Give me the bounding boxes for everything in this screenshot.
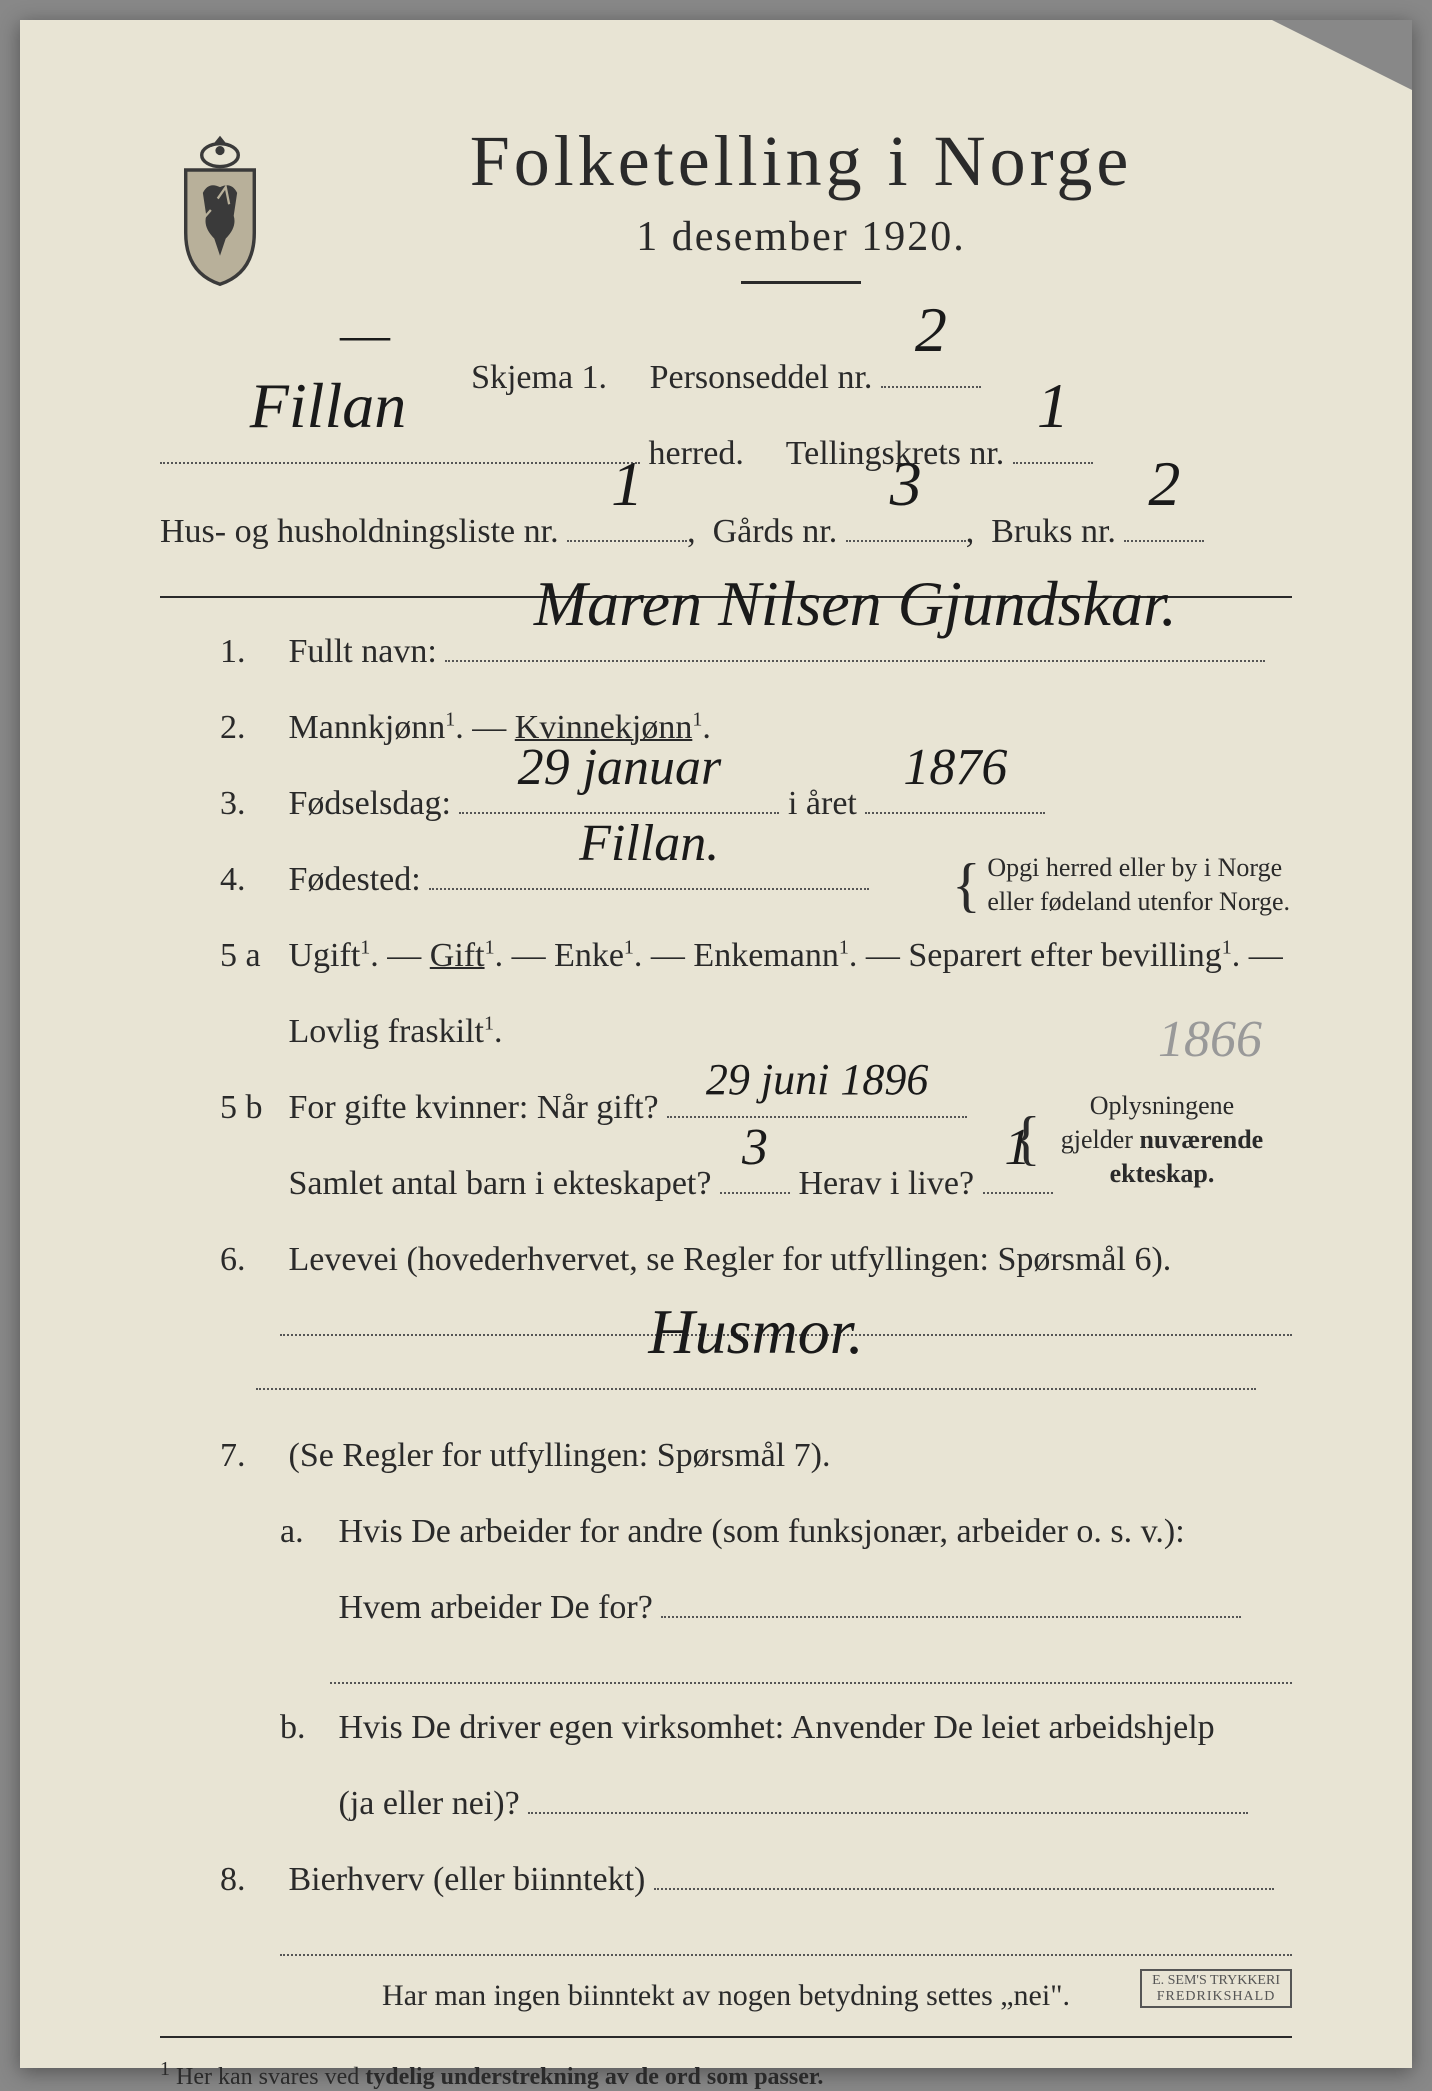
q3-year: 1876 xyxy=(903,716,1007,820)
q7b-label: b. xyxy=(280,1694,330,1762)
footnote-num: 1 xyxy=(160,2058,170,2080)
q3-year-label: i året xyxy=(788,785,857,822)
q5b-label2: Samlet antal barn i ekteskapet? xyxy=(289,1165,712,1202)
q7a-label: a. xyxy=(280,1498,330,1566)
gards-nr: 3 xyxy=(890,420,922,548)
q1-num: 1. xyxy=(220,618,280,686)
footnote-text: Her kan svares ved xyxy=(176,2064,365,2090)
subtitle: 1 desember 1920. xyxy=(310,213,1292,261)
page-corner-cut xyxy=(1272,20,1412,90)
q4-num: 4. xyxy=(220,846,280,914)
q7a-line2: Hvem arbeider De for? xyxy=(160,1574,1292,1642)
q7-line: 7. (Se Regler for utfyllingen: Spørsmål … xyxy=(160,1422,1292,1490)
q1-line: 1. Fullt navn: Maren Nilsen Gjundskar. xyxy=(160,618,1292,686)
q8-num: 8. xyxy=(220,1846,280,1914)
q5a-num: 5 a xyxy=(220,922,280,990)
bruks-nr: 2 xyxy=(1148,420,1180,548)
q5a-enke: Enke xyxy=(554,937,624,974)
q5b-num: 5 b xyxy=(220,1074,280,1142)
q7a-text2: Hvem arbeider De for? xyxy=(339,1589,653,1626)
footnote-bold: tydelig understrekning av de ord som pas… xyxy=(365,2064,823,2090)
document-page: Folketelling i Norge 1 desember 1920. — … xyxy=(20,20,1412,2068)
q5b-line2: Samlet antal barn i ekteskapet? 3 Herav … xyxy=(160,1150,1292,1218)
q2-line: 2. Mannkjønn1. — Kvinnekjønn1. xyxy=(160,694,1292,762)
printer-stamp: E. SEM'S TRYKKERI FREDRIKSHALD xyxy=(1140,1969,1292,2008)
q5a-line1: 5 a Ugift1. — Gift1. — Enke1. — Enkemann… xyxy=(160,922,1292,990)
title-divider xyxy=(741,281,861,284)
q7b-line2: (ja eller nei)? xyxy=(160,1770,1292,1838)
q5b-gift-date: 29 juni 1896 xyxy=(706,1036,928,1124)
q8-label: Bierhverv (eller biinntekt) xyxy=(289,1861,646,1898)
q6-num: 6. xyxy=(220,1226,280,1294)
q7b-text2: (ja eller nei)? xyxy=(339,1785,520,1822)
q7-num: 7. xyxy=(220,1422,280,1490)
herred-value: Fillan xyxy=(250,342,406,470)
q5a-ugift: Ugift xyxy=(289,937,361,974)
q5b-barn-total: 3 xyxy=(742,1096,768,1200)
row-herred: Fillan herred. Tellingskrets nr. 1 xyxy=(160,420,1292,488)
personseddel-nr: 2 xyxy=(915,266,947,394)
q4-value: Fillan. xyxy=(579,792,719,896)
q4-label: Fødested: xyxy=(289,861,421,898)
q7b-text1: Hvis De driver egen virksomhet: Anvender… xyxy=(339,1709,1215,1746)
q5a-fraskilt: Lovlig fraskilt xyxy=(289,1013,484,1050)
q6-value: Husmor. xyxy=(648,1268,863,1396)
schema-label: Skjema 1. xyxy=(471,359,607,396)
footnote: 1 Her kan svares ved tydelig understrekn… xyxy=(160,2058,1292,2091)
hushold-label: Hus- og husholdningsliste nr. xyxy=(160,513,559,550)
stamp-line1: E. SEM'S TRYKKERI xyxy=(1152,1973,1280,1988)
q5b-label3: Herav i live? xyxy=(798,1165,974,1202)
q4-note-line2: eller fødeland utenfor Norge. xyxy=(987,887,1290,916)
title-block: Folketelling i Norge 1 desember 1920. xyxy=(310,120,1292,314)
q5b-barn-live: 1 xyxy=(1005,1096,1031,1200)
coat-of-arms-icon xyxy=(160,130,280,290)
herred-label: herred. xyxy=(649,435,744,472)
q7a-dotted-line xyxy=(330,1682,1292,1684)
q1-label: Fullt navn: xyxy=(289,633,437,670)
stamp-line2: FREDRIKSHALD xyxy=(1152,1989,1280,2004)
q7-label: (Se Regler for utfyllingen: Spørsmål 7). xyxy=(289,1437,831,1474)
q7a-text1: Hvis De arbeider for andre (som funksjon… xyxy=(339,1513,1185,1550)
q3-line: 3. Fødselsdag: 29 januar i året 1876 xyxy=(160,770,1292,838)
q5b-line1: 5 b For gifte kvinner: Når gift? 29 juni… xyxy=(160,1074,1292,1142)
q5b-note1: Oplysningene xyxy=(1090,1091,1234,1120)
q7a-line1: a. Hvis De arbeider for andre (som funks… xyxy=(160,1498,1292,1566)
q5a-separert: Separert efter bevilling xyxy=(908,937,1221,974)
q5a-gift: Gift xyxy=(430,937,485,974)
tellingskrets-nr: 1 xyxy=(1037,342,1069,470)
personseddel-label: Personseddel nr. xyxy=(650,359,873,396)
q5a-enkemann: Enkemann xyxy=(693,937,838,974)
main-title: Folketelling i Norge xyxy=(310,120,1292,203)
hushold-nr: 1 xyxy=(611,420,643,548)
q4-side-note: { Opgi herred eller by i Norge eller fød… xyxy=(952,846,1292,924)
q8-line: 8. Bierhverv (eller biinntekt) xyxy=(160,1846,1292,1914)
q8-dotted-line xyxy=(280,1954,1292,1956)
q2-mann: Mannkjønn xyxy=(289,709,446,746)
footer-note1: Har man ingen biinntekt av nogen betydni… xyxy=(160,1966,1292,2026)
footer-divider xyxy=(160,2036,1292,2038)
q4-line: 4. Fødested: Fillan. { Opgi herred eller… xyxy=(160,846,1292,914)
q6-value-line: Husmor. xyxy=(160,1346,1292,1414)
q1-value: Maren Nilsen Gjundskar. xyxy=(534,540,1177,668)
q7b-line1: b. Hvis De driver egen virksomhet: Anven… xyxy=(160,1694,1292,1762)
q4-note-line1: Opgi herred eller by i Norge xyxy=(987,853,1282,882)
header: Folketelling i Norge 1 desember 1920. xyxy=(160,120,1292,314)
q3-num: 3. xyxy=(220,770,280,838)
q2-num: 2. xyxy=(220,694,280,762)
q5b-label1: For gifte kvinner: Når gift? xyxy=(289,1089,659,1126)
q3-label: Fødselsdag: xyxy=(289,785,451,822)
